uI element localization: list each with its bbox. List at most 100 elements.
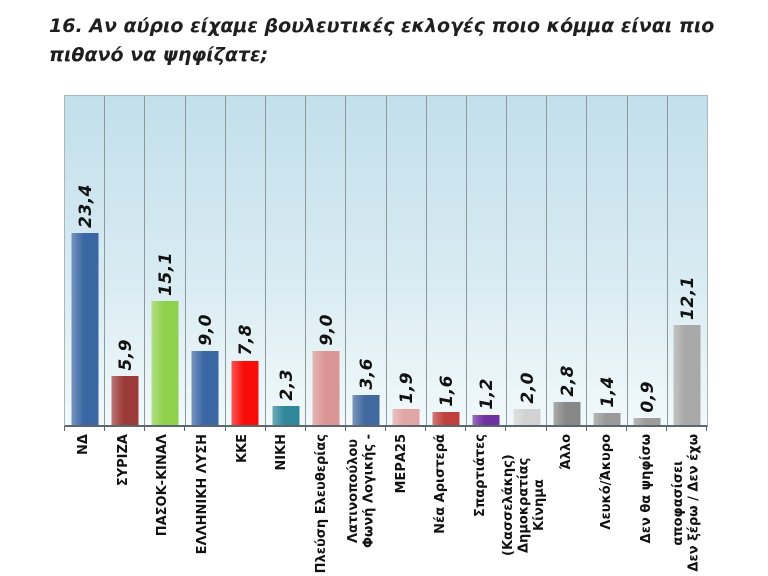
bar-value-label-anchor: 15,1 bbox=[145, 252, 184, 296]
chart-column: 1,2 bbox=[467, 96, 508, 425]
category-cell: Δεν θα ψηφίσω bbox=[627, 434, 667, 576]
bar-value-label: 9,0 bbox=[196, 314, 217, 346]
bar-value-label-anchor: 2,3 bbox=[266, 369, 305, 401]
chart-column: 3,6 bbox=[346, 96, 387, 425]
axis-tick bbox=[105, 426, 146, 431]
axis-tick bbox=[466, 426, 507, 431]
axis-tick bbox=[266, 426, 306, 431]
category-label: Κίνημα Δημοκρατίας (Κασσελάκης) bbox=[500, 454, 547, 556]
axis-tick bbox=[65, 426, 106, 431]
x-axis-labels: ΝΔ ΣΥΡΙΖΑ ΠΑΣΟΚ-ΚΙΝΑΛ ΕΛΛΗΝΙΚΗ ΛΥΣΗ ΚΚΕ ΝΙΚΗ Π… bbox=[64, 434, 706, 576]
axis-tick bbox=[306, 426, 346, 431]
bar-value-label: 2,8 bbox=[557, 365, 578, 397]
category-cell: Άλλο bbox=[547, 434, 587, 576]
bar-value-label-anchor: 1,4 bbox=[587, 376, 626, 408]
bar-value-label-anchor: 1,2 bbox=[467, 378, 506, 410]
axis-tick bbox=[226, 426, 266, 431]
axis-tick bbox=[506, 426, 547, 431]
bar bbox=[312, 351, 340, 425]
bar bbox=[513, 409, 541, 425]
bar bbox=[553, 402, 581, 425]
axis-tick bbox=[145, 426, 186, 431]
category-cell: Κίνημα Δημοκρατίας (Κασσελάκης) bbox=[501, 434, 548, 576]
bar-value-label-anchor: 5,9 bbox=[105, 339, 144, 371]
bar-value-label-anchor: 12,1 bbox=[668, 276, 707, 320]
bar-value-label: 1,2 bbox=[477, 378, 498, 410]
bar-value-label-anchor: 2,8 bbox=[547, 365, 586, 397]
bar-value-label: 7,8 bbox=[236, 324, 257, 356]
category-cell: Φωνή Λογικής - Λατινοπούλου bbox=[342, 434, 382, 576]
chart-column: 15,1 bbox=[145, 96, 186, 425]
bar bbox=[593, 413, 621, 425]
x-axis-ticks bbox=[64, 426, 707, 431]
chart-column: 5,9 bbox=[105, 96, 146, 425]
bar-value-label: 2,0 bbox=[517, 372, 538, 404]
category-cell: Νέα Αριστερά bbox=[421, 434, 461, 576]
category-cell: ΝΙΚΗ bbox=[262, 434, 302, 576]
category-label: Δεν θα ψηφίσω bbox=[638, 434, 654, 544]
axis-tick bbox=[587, 426, 627, 431]
bar-value-label: 15,1 bbox=[155, 252, 176, 296]
chart-column: 9,0 bbox=[306, 96, 347, 425]
bar-value-label: 12,1 bbox=[678, 276, 699, 320]
category-label: ΠΑΣΟΚ-ΚΙΝΑΛ bbox=[155, 434, 171, 537]
axis-tick bbox=[426, 426, 467, 431]
chart-column: 23,4 bbox=[65, 96, 106, 425]
axis-tick bbox=[667, 426, 707, 431]
bar-value-label-anchor: 23,4 bbox=[65, 184, 104, 228]
axis-tick bbox=[346, 426, 386, 431]
bar bbox=[191, 351, 219, 425]
category-cell: ΚΚΕ bbox=[223, 434, 263, 576]
plot-area: 23,4 5,9 15,1 9,0 7,8 2,3 9,0 3,6 1,9 1,6 1,2 2,0 2,… bbox=[64, 95, 708, 427]
category-label: Νέα Αριστερά bbox=[433, 434, 449, 534]
category-cell: ΝΔ bbox=[64, 434, 104, 576]
category-cell: Λευκό/Άκυρο bbox=[587, 434, 627, 576]
category-label: ΕΛΛΗΝΙΚΗ ΛΥΣΗ bbox=[195, 434, 211, 555]
bar-value-label: 0,9 bbox=[638, 381, 659, 413]
category-cell: ΣΥΡΙΖΑ bbox=[104, 434, 144, 576]
category-label: Πλεύση Ελευθερίας bbox=[314, 434, 330, 574]
bar bbox=[111, 376, 139, 425]
bar-value-label: 3,6 bbox=[356, 358, 377, 390]
category-label: ΝΔ bbox=[76, 434, 92, 455]
chart-column: 9,0 bbox=[186, 96, 226, 425]
category-label: ΜΕΡΑ25 bbox=[393, 434, 409, 494]
category-label: Λευκό/Άκυρο bbox=[599, 434, 615, 530]
bar bbox=[392, 409, 420, 425]
axis-tick bbox=[386, 426, 427, 431]
category-label: ΝΙΚΗ bbox=[274, 434, 290, 471]
bar-value-label: 9,0 bbox=[316, 314, 337, 346]
category-label: Δεν ξέρω / Δεν έχω αποφασίσει bbox=[670, 434, 702, 572]
category-cell: Σπαρτιάτες bbox=[461, 434, 501, 576]
bar-value-label: 1,6 bbox=[437, 375, 458, 407]
bar-value-label-anchor: 2,0 bbox=[507, 372, 546, 404]
bar bbox=[472, 415, 500, 425]
bar-value-label-anchor: 3,6 bbox=[346, 358, 385, 390]
bar-value-label-anchor: 9,0 bbox=[306, 314, 345, 346]
bar bbox=[151, 301, 179, 425]
bar-value-label-anchor: 9,0 bbox=[186, 314, 225, 346]
bar-value-label: 1,4 bbox=[598, 376, 619, 408]
category-cell: Πλεύση Ελευθερίας bbox=[302, 434, 342, 576]
chart-column: 1,9 bbox=[387, 96, 427, 425]
category-label: Άλλο bbox=[559, 434, 575, 470]
bar bbox=[272, 406, 300, 425]
category-label: ΣΥΡΙΖΑ bbox=[115, 434, 131, 487]
chart-column: 7,8 bbox=[226, 96, 266, 425]
axis-tick bbox=[547, 426, 587, 431]
category-cell: ΠΑΣΟΚ-ΚΙΝΑΛ bbox=[143, 434, 183, 576]
bar bbox=[673, 325, 701, 425]
bar-value-label: 23,4 bbox=[75, 184, 96, 228]
category-cell: Δεν ξέρω / Δεν έχω αποφασίσει bbox=[666, 434, 706, 576]
chart-column: 12,1 bbox=[668, 96, 707, 425]
chart-column: 1,6 bbox=[427, 96, 467, 425]
category-label: Φωνή Λογικής - Λατινοπούλου bbox=[346, 434, 377, 549]
axis-tick bbox=[185, 426, 226, 431]
bar bbox=[633, 418, 661, 425]
category-cell: ΕΛΛΗΝΙΚΗ ΛΥΣΗ bbox=[183, 434, 223, 576]
bar bbox=[71, 233, 99, 425]
chart-column: 2,8 bbox=[547, 96, 588, 425]
bar bbox=[352, 395, 380, 425]
bar-value-label-anchor: 1,9 bbox=[387, 372, 426, 404]
bar-value-label-anchor: 7,8 bbox=[226, 324, 265, 356]
